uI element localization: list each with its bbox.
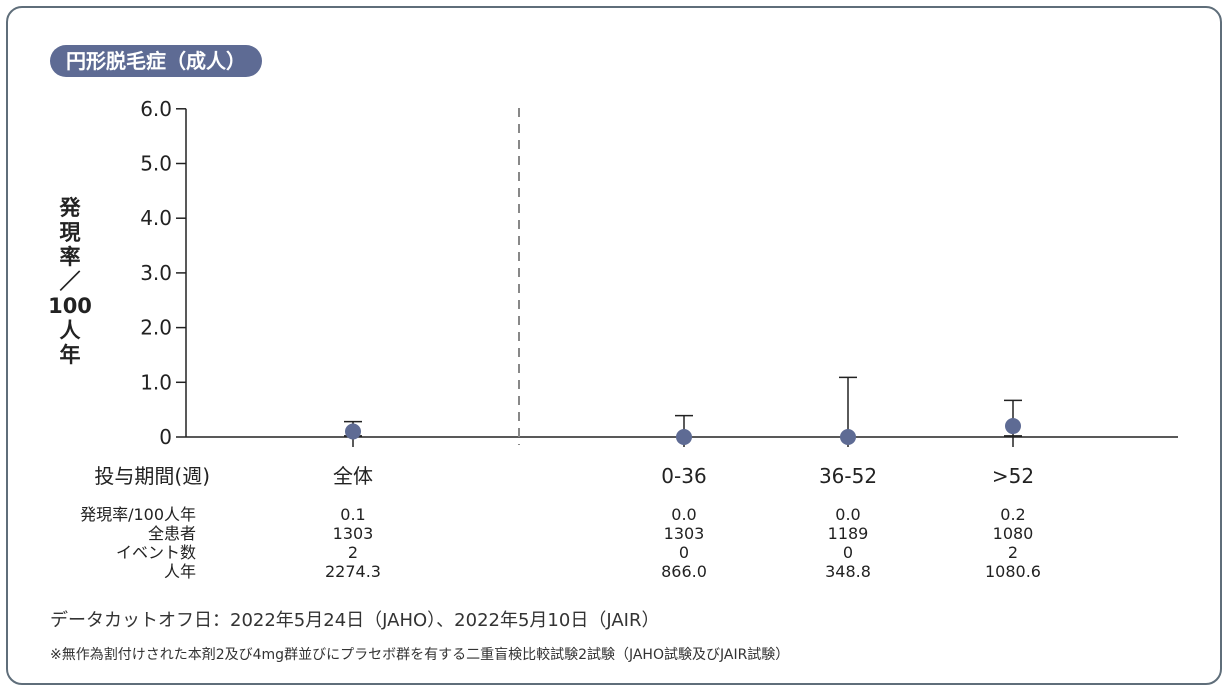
table-cell: 1303 xyxy=(333,524,374,543)
y-tick-label: 1.0 xyxy=(140,370,172,394)
table-cell: 0.1 xyxy=(340,505,365,524)
y-tick-label: 6.0 xyxy=(140,97,172,121)
y-tick-label: 4.0 xyxy=(140,206,172,230)
data-point xyxy=(676,429,692,445)
y-axis-label: 100 xyxy=(48,294,92,318)
x-tick-label: 全体 xyxy=(333,464,373,488)
y-axis-label: 率 xyxy=(60,245,81,269)
table-cell: 2274.3 xyxy=(325,562,381,581)
x-axis-label: 投与期間(週) xyxy=(94,464,210,488)
chart-card xyxy=(6,6,1222,685)
y-axis-label: 年 xyxy=(60,343,81,367)
x-tick-label: 0-36 xyxy=(661,464,706,488)
table-cell: 0 xyxy=(679,543,689,562)
table-cell: 0 xyxy=(843,543,853,562)
y-axis-label: 現 xyxy=(60,221,81,245)
table-cell: 2 xyxy=(348,543,358,562)
table-cell: 2 xyxy=(1008,543,1018,562)
table-row-label: 全患者 xyxy=(148,524,196,543)
x-tick-label: >52 xyxy=(992,464,1034,488)
y-axis-label: ／ xyxy=(60,270,81,294)
data-point xyxy=(1005,418,1021,435)
y-axis-label: 発 xyxy=(59,196,82,220)
table-cell: 0.0 xyxy=(671,505,696,524)
table-row-label: 人年 xyxy=(164,562,196,581)
y-tick-label: 3.0 xyxy=(140,261,172,285)
y-tick-label: 0 xyxy=(159,425,172,449)
y-axis-label: 人 xyxy=(60,319,81,343)
table-cell: 1303 xyxy=(664,524,705,543)
table-cell: 0.2 xyxy=(1000,505,1025,524)
chart-title: 円形脱毛症（成人） xyxy=(50,45,262,77)
data-point xyxy=(345,423,361,440)
table-cell: 1080 xyxy=(993,524,1034,543)
x-tick-label: 36-52 xyxy=(819,464,877,488)
table-cell: 0.0 xyxy=(835,505,860,524)
table-cell: 348.8 xyxy=(825,562,871,581)
table-cell: 1080.6 xyxy=(985,562,1041,581)
y-tick-label: 2.0 xyxy=(140,316,172,340)
table-row-label: イベント数 xyxy=(116,543,196,562)
table-row-label: 発現率/100人年 xyxy=(80,505,196,524)
trial-footnote: ※無作為割付けされた本剤2及び4mg群並びにプラセボ群を有する二重盲検比較試験2… xyxy=(50,647,790,663)
y-tick-label: 5.0 xyxy=(140,152,172,176)
data-cutoff-note: データカットオフ日：2022年5月24日（JAHO）、2022年5月10日（JA… xyxy=(50,610,660,631)
data-point xyxy=(840,429,856,445)
table-cell: 1189 xyxy=(828,524,869,543)
table-cell: 866.0 xyxy=(661,562,707,581)
